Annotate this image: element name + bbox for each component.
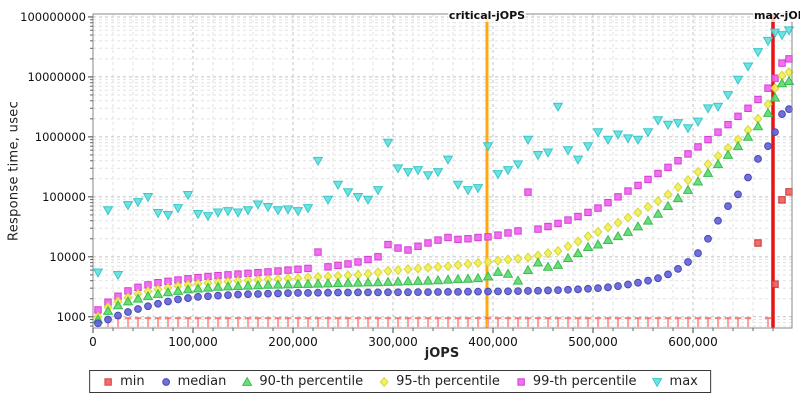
svg-text:100,000: 100,000	[168, 335, 218, 349]
svg-text:10000000: 10000000	[27, 70, 86, 84]
legend: min median 90-th percentile 95-th percen…	[89, 370, 711, 393]
legend-label-p90: 90-th percentile	[259, 374, 364, 389]
p90-marker-icon	[242, 376, 253, 386]
max-marker-icon	[652, 377, 663, 387]
svg-text:400,000: 400,000	[468, 335, 518, 349]
svg-text:300,000: 300,000	[368, 335, 418, 349]
min-marker-icon	[104, 377, 112, 386]
legend-label-p95: 95-th percentile	[396, 374, 500, 389]
svg-text:1000000: 1000000	[35, 130, 86, 144]
x-axis-title: jOPS	[424, 346, 460, 361]
legend-label-min: min	[120, 374, 145, 389]
legend-item-p95: 95-th percentile	[378, 374, 500, 389]
legend-item-min: min	[102, 374, 145, 389]
legend-label-max: max	[669, 374, 698, 389]
svg-text:10000: 10000	[49, 250, 86, 264]
svg-text:500,000: 500,000	[568, 335, 618, 349]
legend-item-p90: 90-th percentile	[241, 374, 363, 389]
legend-item-p99: 99-th percentile	[515, 374, 637, 389]
median-marker-icon	[161, 377, 170, 386]
y-axis-title: Response time, usec	[6, 100, 22, 242]
legend-item-max: max	[652, 374, 698, 389]
critical-jops-label: critical-jOPS	[447, 9, 527, 22]
p99-marker-icon	[517, 377, 525, 386]
svg-text:600,000: 600,000	[668, 335, 718, 349]
svg-text:100000000: 100000000	[20, 10, 86, 24]
p95-marker-icon	[379, 376, 389, 387]
legend-item-median: median	[160, 374, 227, 389]
legend-label-p99: 99-th percentile	[532, 374, 637, 389]
svg-text:100000: 100000	[42, 190, 86, 204]
legend-label-median: median	[177, 374, 227, 389]
svg-text:1000: 1000	[57, 310, 86, 324]
svg-text:0: 0	[89, 335, 97, 349]
svg-text:200,000: 200,000	[268, 335, 318, 349]
max-jops-label: max-jOPS	[753, 9, 800, 22]
